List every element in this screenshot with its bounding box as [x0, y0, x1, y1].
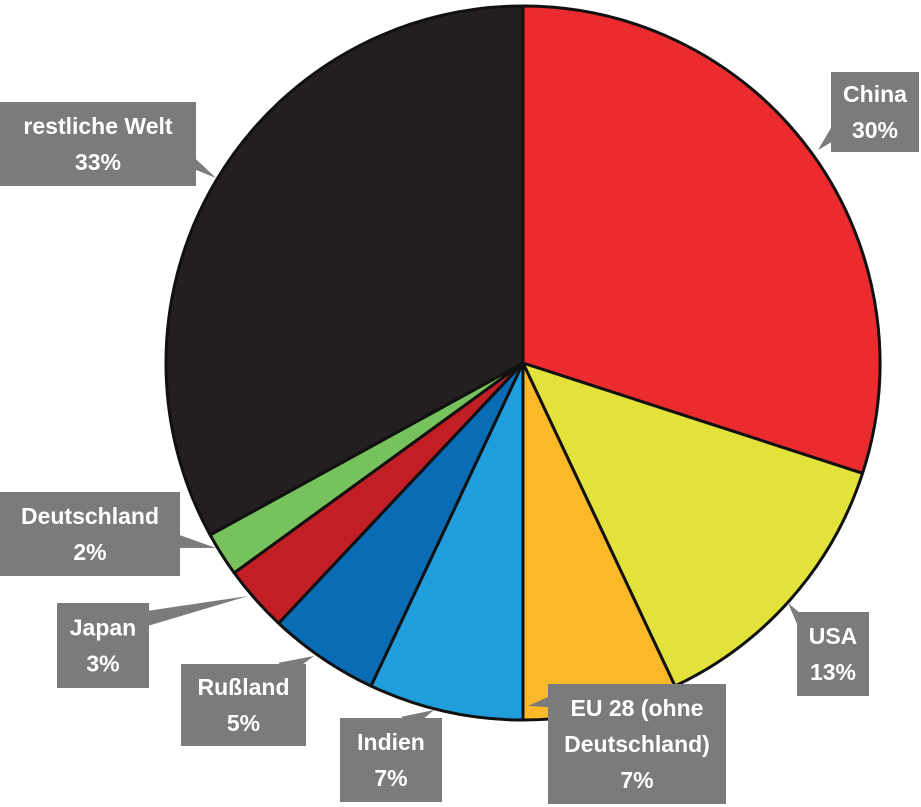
slice-name: EU 28 (ohne: [571, 695, 704, 721]
slice-percentage: 5%: [227, 710, 260, 736]
slice-name: Japan: [70, 615, 136, 641]
slice-percentage: 7%: [620, 767, 653, 793]
pie-slice-china: [521, 4, 882, 475]
label-box: [57, 603, 149, 688]
slice-label-eu-28-ohne-deutschland: EU 28 (ohne Deutschland) 7%: [528, 684, 726, 804]
label-box: [548, 684, 726, 804]
pie-slice-usa: [521, 361, 865, 688]
pie-slice-restliche-welt: [164, 4, 525, 537]
slice-label-china: China 30%: [818, 72, 919, 152]
label-pointer: [138, 596, 248, 628]
pie-slices: [164, 4, 882, 722]
slice-label-ru-land: Rußland 5%: [181, 656, 314, 746]
slice-name: Indien: [357, 729, 425, 755]
slice-name: USA: [809, 623, 858, 649]
label-box: [831, 72, 919, 152]
label-box: [0, 492, 180, 576]
slice-percentage: 2%: [73, 539, 106, 565]
slice-percentage: 7%: [374, 765, 407, 791]
slice-label-japan: Japan 3%: [57, 596, 248, 688]
pie-slice-indien: [369, 361, 525, 722]
slice-label-usa: USA 13%: [788, 603, 869, 696]
slice-percentage: 3%: [86, 651, 119, 677]
slice-label-restliche-welt: restliche Welt 33%: [0, 102, 216, 186]
slice-label-deutschland: Deutschland 2%: [0, 492, 216, 576]
label-box: [181, 664, 306, 746]
label-pointer: [168, 532, 216, 548]
slice-name: Deutschland): [564, 731, 710, 757]
slice-label-indien: Indien 7%: [340, 710, 442, 802]
slice-percentage: 33%: [75, 149, 121, 175]
label-box: [0, 102, 196, 186]
slice-name: China: [843, 81, 907, 107]
label-box: [797, 612, 869, 696]
slice-name: Deutschland: [21, 503, 159, 529]
slice-name: restliche Welt: [23, 113, 172, 139]
label-box: [340, 718, 442, 802]
slice-percentage: 13%: [810, 659, 856, 685]
slice-name: Rußland: [198, 674, 290, 700]
slice-percentage: 30%: [852, 117, 898, 143]
